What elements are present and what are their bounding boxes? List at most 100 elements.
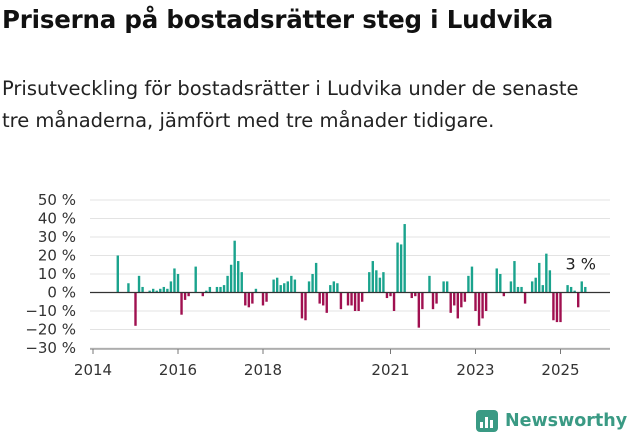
bar — [275, 277, 279, 293]
bar — [534, 277, 537, 293]
annotation-label: 3 % — [566, 254, 596, 273]
bar — [484, 292, 488, 311]
bar — [159, 288, 162, 293]
bar — [332, 281, 336, 293]
bar — [244, 292, 247, 306]
bar — [555, 292, 559, 323]
bar — [470, 266, 474, 293]
bar — [300, 292, 304, 319]
bar — [569, 286, 573, 293]
bar — [431, 292, 435, 310]
bar — [247, 292, 251, 308]
bar — [499, 274, 502, 293]
bar — [368, 272, 371, 293]
bar — [428, 275, 431, 293]
y-tick-label: −30 % — [25, 339, 76, 357]
bar — [254, 288, 258, 293]
bar — [360, 292, 364, 302]
bar — [116, 255, 119, 293]
bar — [453, 292, 456, 306]
bar — [233, 240, 236, 293]
bar — [336, 283, 339, 293]
bar — [272, 279, 275, 293]
bar — [127, 283, 130, 293]
y-tick-label: 50 % — [38, 191, 76, 209]
bar — [325, 292, 328, 313]
bar — [222, 285, 226, 293]
bar — [545, 253, 548, 293]
bar — [176, 274, 180, 293]
bar — [467, 275, 470, 293]
bar — [152, 288, 155, 293]
y-tick-label: −20 % — [25, 321, 76, 339]
bar — [180, 292, 183, 315]
bar — [286, 281, 289, 293]
annotations: 3 % — [566, 254, 596, 273]
bar — [584, 286, 587, 293]
bar — [530, 281, 534, 293]
bar — [183, 292, 187, 300]
x-tick-label: 2021 — [371, 361, 409, 379]
bar — [346, 292, 350, 306]
bar — [318, 292, 321, 304]
y-tick-label: 30 % — [38, 228, 76, 246]
x-tick-label: 2014 — [74, 361, 112, 379]
bar — [240, 272, 243, 293]
bar — [141, 286, 144, 293]
bar — [477, 292, 481, 326]
bar — [219, 286, 222, 293]
bar — [516, 286, 520, 293]
newsworthy-logo-icon — [476, 410, 498, 432]
y-tick-label: 0 % — [47, 284, 76, 302]
bar — [463, 292, 467, 302]
bars — [116, 224, 587, 328]
bar — [226, 275, 229, 293]
bar — [162, 286, 166, 293]
bar — [353, 292, 357, 311]
bar — [279, 285, 282, 293]
bar — [329, 285, 332, 293]
bar — [229, 264, 233, 293]
bar — [350, 292, 353, 306]
bar — [403, 224, 406, 293]
bar — [410, 292, 413, 299]
bar — [304, 292, 307, 321]
y-axis-labels: 50 %40 %30 %20 %10 %0 %−10 %−20 %−30 % — [25, 191, 76, 357]
bar — [442, 281, 445, 293]
bar — [215, 286, 219, 293]
bar — [523, 292, 527, 304]
bar — [137, 275, 141, 293]
brand-name: Newsworthy — [505, 411, 628, 431]
bar — [573, 290, 576, 293]
bar — [375, 270, 378, 293]
grid-lines — [90, 199, 610, 349]
bar — [169, 281, 173, 293]
bar — [396, 242, 399, 293]
bar — [134, 292, 137, 326]
bar — [449, 292, 452, 313]
bar — [580, 281, 583, 293]
bar — [445, 281, 449, 293]
bar — [538, 262, 541, 293]
bar — [392, 292, 396, 311]
bar — [382, 272, 385, 293]
bar — [339, 292, 343, 310]
bar — [502, 292, 506, 297]
bar — [417, 292, 421, 328]
bar — [148, 290, 151, 293]
bar — [205, 290, 208, 293]
bar — [283, 283, 286, 293]
bar — [261, 292, 265, 306]
x-axis — [90, 291, 610, 350]
bar — [187, 292, 190, 297]
x-tick-label: 2016 — [159, 361, 197, 379]
bar — [509, 281, 513, 293]
bar — [251, 292, 254, 304]
bar — [495, 268, 498, 293]
bar — [166, 288, 169, 293]
bar — [421, 292, 424, 310]
bar — [577, 292, 580, 308]
bar — [173, 268, 176, 293]
bar — [541, 285, 544, 293]
